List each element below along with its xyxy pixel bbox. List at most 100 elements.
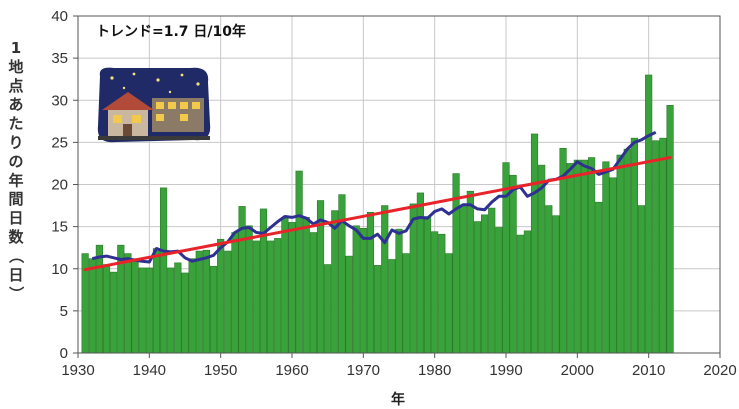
y-axis-label-char: た <box>8 115 23 133</box>
bar <box>217 238 225 354</box>
bar <box>552 215 560 354</box>
bar <box>267 240 275 354</box>
bar <box>352 225 360 354</box>
bar <box>309 232 317 354</box>
bar-series <box>81 74 674 354</box>
bar <box>481 214 489 354</box>
bar <box>388 259 396 354</box>
bar <box>438 233 446 354</box>
y-axis-label-char: 1 <box>11 39 21 57</box>
bar <box>181 272 189 354</box>
bar <box>245 225 253 354</box>
bar <box>630 137 638 354</box>
bar <box>88 258 96 354</box>
y-tick-label: 35 <box>51 50 68 67</box>
bar <box>459 205 467 354</box>
bar <box>374 265 382 354</box>
bar <box>95 244 103 354</box>
x-tick-label: 2010 <box>632 362 665 379</box>
y-axis-label-char: 地 <box>8 58 23 76</box>
y-axis-label-char: （ <box>7 248 25 263</box>
bar <box>381 205 389 354</box>
y-axis-label-char: り <box>8 134 23 152</box>
bar <box>224 250 232 354</box>
bar <box>131 258 139 354</box>
y-axis-label-char: 日 <box>8 209 23 227</box>
bar <box>466 190 474 354</box>
bar <box>509 174 517 354</box>
y-axis-label-char: あ <box>8 96 23 114</box>
x-tick-label: 1970 <box>347 362 380 379</box>
bar <box>331 210 339 354</box>
bar <box>445 253 453 354</box>
y-tick-label: 10 <box>51 261 68 278</box>
bar <box>616 154 624 354</box>
bar <box>167 267 175 354</box>
bar <box>395 228 403 354</box>
y-tick-label: 40 <box>51 8 68 25</box>
bar <box>530 133 539 354</box>
x-tick-label: 1960 <box>275 362 308 379</box>
y-axis-label-char: 数 <box>8 228 24 246</box>
x-tick-label: 1980 <box>418 362 451 379</box>
y-tick-label: 30 <box>51 92 68 109</box>
bar <box>659 137 667 354</box>
bar <box>281 217 289 354</box>
x-tick-label: 2000 <box>561 362 594 379</box>
bar <box>545 205 553 354</box>
bar <box>609 177 617 354</box>
bar <box>423 216 432 354</box>
y-axis-label-char: 日 <box>8 266 23 284</box>
bar <box>138 267 146 354</box>
bar <box>602 161 610 354</box>
axis-ticks: 0 5 10 15 20 25 30 35 40 1930 1940 1950 1960 1970 1980… <box>51 8 736 379</box>
moving-average-line <box>91 130 657 264</box>
bar <box>252 240 260 354</box>
y-tick-label: 15 <box>51 219 68 236</box>
y-axis-label-char: 点 <box>8 77 23 95</box>
bar <box>152 248 161 354</box>
bar <box>488 207 496 354</box>
bar <box>110 271 118 354</box>
bar <box>288 222 296 354</box>
x-tick-label: 2020 <box>703 362 736 379</box>
bar <box>566 163 574 354</box>
bar <box>160 187 168 354</box>
bar <box>102 264 111 354</box>
bar <box>195 250 203 354</box>
bar <box>652 140 660 354</box>
bar <box>174 262 182 354</box>
x-tick-label: 1930 <box>61 362 94 379</box>
bar <box>623 148 631 354</box>
bar <box>324 264 332 354</box>
x-tick-label: 1940 <box>133 362 166 379</box>
bar <box>409 203 417 354</box>
y-tick-label: 5 <box>60 303 68 320</box>
bar <box>573 159 581 354</box>
bar <box>209 265 218 354</box>
bar <box>124 253 132 354</box>
bar <box>588 157 596 354</box>
bar <box>502 162 510 354</box>
bar <box>188 258 196 354</box>
bar <box>274 238 282 354</box>
bar <box>338 194 346 354</box>
bar <box>473 221 482 354</box>
bar <box>359 228 367 354</box>
bar <box>345 255 353 354</box>
y-axis-label-char: 間 <box>8 190 23 208</box>
bar <box>295 170 303 354</box>
bar <box>645 74 653 354</box>
x-axis-label: 年 <box>391 391 405 408</box>
bar <box>402 253 410 354</box>
bar <box>595 201 603 354</box>
bar <box>495 227 503 354</box>
bar <box>637 205 646 354</box>
bar <box>431 231 439 354</box>
y-axis-label-char: 年 <box>8 171 23 189</box>
trend-annotation: トレンド=1.7 日/10年 <box>96 23 246 40</box>
y-axis-label-char: の <box>8 152 23 170</box>
x-tick-label: 1990 <box>489 362 522 379</box>
